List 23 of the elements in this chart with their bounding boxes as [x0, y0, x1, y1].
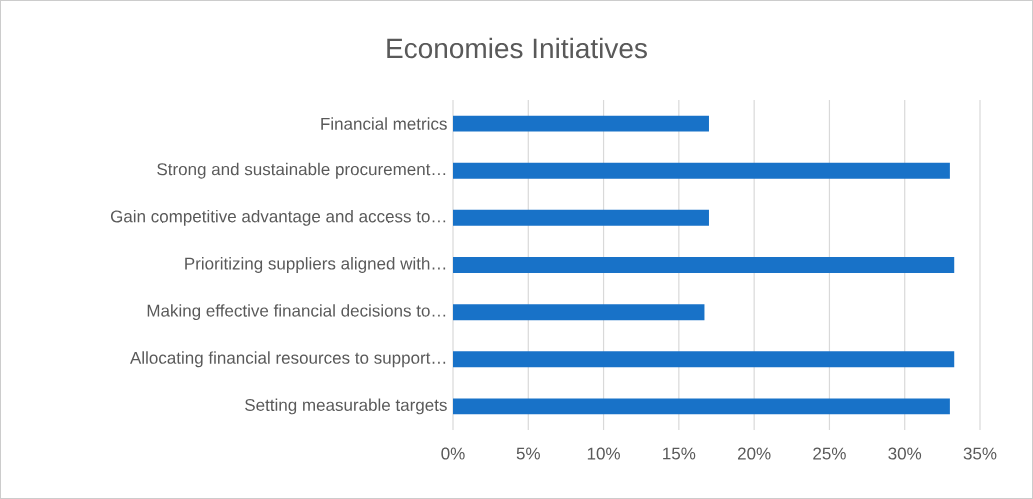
bar [453, 304, 705, 321]
bar [453, 162, 950, 179]
chart-title: Economies Initiatives [387, 37, 647, 59]
y-tick-label: Allocating financial resources to support… [130, 351, 446, 368]
bar [453, 115, 709, 132]
x-tick-label: 30% [888, 447, 922, 460]
y-tick-label: Financial metrics [321, 117, 447, 130]
bar [453, 398, 950, 415]
x-tick-label: 25% [813, 447, 846, 460]
x-tick-label: 20% [737, 447, 771, 460]
x-tick-label: 35% [963, 447, 997, 460]
bar [453, 257, 955, 274]
bar [453, 209, 709, 226]
y-tick-label: Gain competitive advantage and access to… [110, 209, 446, 226]
x-tick-label: 15% [663, 447, 696, 460]
y-tick-label: Prioritizing suppliers aligned with… [185, 257, 446, 273]
x-tick-label: 10% [587, 447, 620, 460]
y-tick-label: Setting measurable targets [245, 398, 447, 415]
y-tick-label: Making effective financial decisions to… [147, 304, 446, 321]
bar [453, 351, 955, 368]
y-tick-label: Strong and sustainable procurement… [157, 162, 446, 179]
x-tick-label: 0% [441, 447, 465, 460]
x-tick-label: 5% [516, 447, 540, 460]
